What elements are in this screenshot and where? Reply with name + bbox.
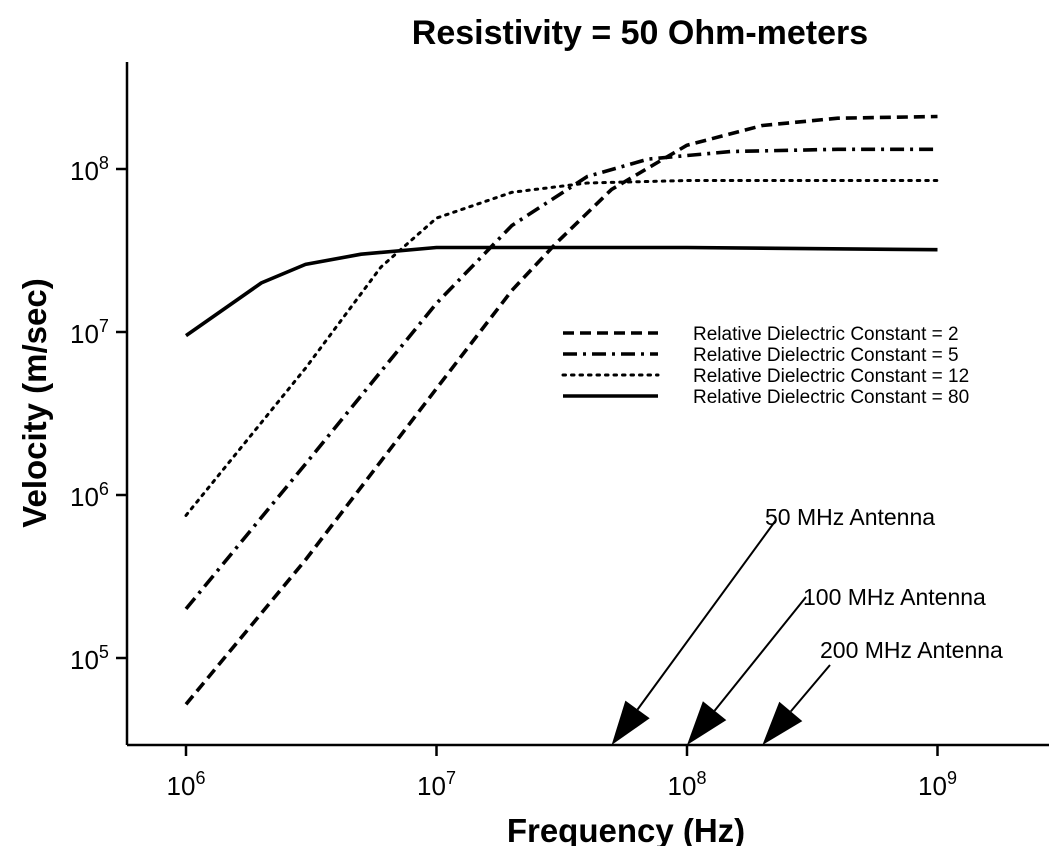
antenna-annotations: 50 MHz Antenna 100 MHz Antenna 200 MHz Ant… (611, 504, 1003, 745)
antenna-label: 50 MHz Antenna (765, 504, 935, 530)
x-tick-label: 109 (918, 768, 957, 801)
legend: Relative Dielectric Constant = 2Relative… (561, 324, 969, 408)
axes (125, 62, 1049, 747)
arrow-line (713, 596, 807, 712)
legend-label: Relative Dielectric Constant = 12 (693, 366, 969, 387)
y-tick-label: 106 (70, 479, 109, 512)
legend-label: Relative Dielectric Constant = 2 (693, 324, 959, 345)
series-line (184, 114, 938, 706)
x-tick-group: 106 107 108 109 (167, 745, 957, 801)
legend-label: Relative Dielectric Constant = 80 (693, 387, 969, 408)
antenna-label: 100 MHz Antenna (803, 584, 986, 610)
y-axis-label: Velocity (m/sec) (16, 278, 53, 527)
legend-label: Relative Dielectric Constant = 5 (693, 345, 959, 366)
series-line (184, 147, 938, 611)
y-tick-group: 105 106 107 108 (70, 153, 127, 675)
arrow-line (636, 519, 777, 711)
x-tick-label: 106 (167, 768, 206, 801)
x-axis-label: Frequency (Hz) (507, 812, 745, 846)
arrow-head (762, 701, 803, 745)
series-line (184, 179, 939, 517)
y-tick-label: 108 (70, 153, 109, 186)
x-tick-label: 108 (668, 768, 707, 801)
antenna-label: 200 MHz Antenna (820, 637, 1003, 663)
y-tick-label: 107 (70, 316, 109, 349)
arrow-head (687, 701, 727, 745)
chart-title: Resistivity = 50 Ohm-meters (412, 14, 868, 52)
arrow-head (611, 700, 650, 745)
series-lines (184, 114, 939, 706)
series-line (184, 245, 938, 338)
y-tick-label: 105 (70, 642, 109, 675)
arrow-line (790, 664, 831, 713)
x-tick-label: 107 (417, 768, 456, 801)
